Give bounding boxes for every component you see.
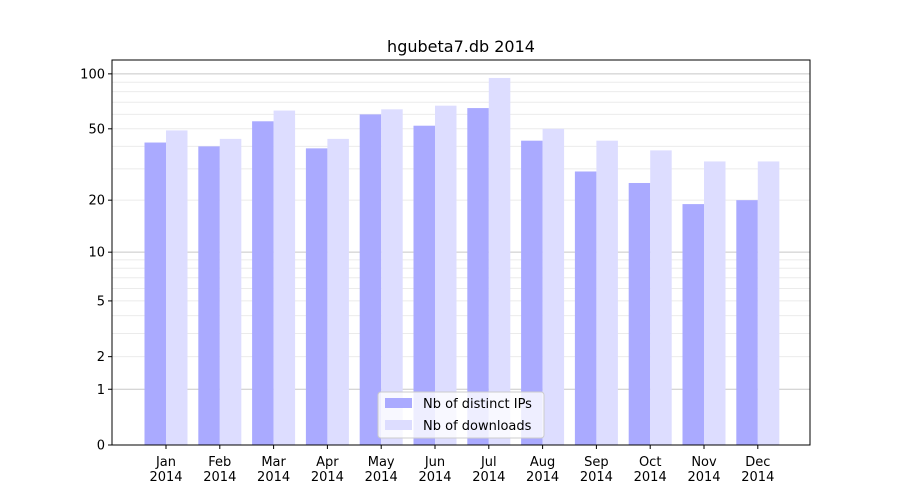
bar-downloads [596, 140, 618, 445]
x-tick-label: Feb 2014 [203, 455, 236, 485]
bar-downloads [435, 105, 457, 445]
bar-downloads [273, 110, 296, 445]
bars [144, 77, 780, 446]
y-tick-label: 0 [97, 439, 105, 454]
bar-ips [144, 142, 166, 445]
y-axis: 0 1 2 5 10 20 50 100 [80, 67, 112, 454]
bar-downloads [650, 150, 672, 445]
bar-downloads [488, 77, 511, 445]
x-tick-label: Jan 2014 [149, 455, 182, 485]
y-tick-label: 1 [97, 383, 105, 398]
legend-swatch-ips [385, 398, 412, 408]
x-tick-label: Sep 2014 [580, 455, 613, 485]
x-tick-label: Nov 2014 [687, 455, 720, 485]
chart-title: hgubeta7.db 2014 [387, 37, 535, 56]
y-tick-label: 50 [88, 122, 105, 137]
legend-label-ips: Nb of distinct IPs [423, 397, 532, 412]
y-tick-label: 10 [88, 246, 105, 261]
bar-ips [628, 182, 651, 446]
legend-box [377, 391, 545, 439]
legend-swatch-downloads [385, 420, 412, 430]
bar-downloads [219, 138, 242, 445]
bar-ips [252, 121, 274, 445]
legend: Nb of distinct IPs Nb of downloads [377, 391, 545, 439]
x-tick-label: Jun 2014 [418, 455, 451, 485]
bar-ips [521, 140, 543, 445]
bar-ips [467, 108, 489, 446]
x-tick-label: Oct 2014 [634, 455, 667, 485]
bar-downloads [704, 161, 726, 445]
bar-ips [574, 171, 597, 446]
x-tick-label: May 2014 [365, 455, 398, 485]
bar-downloads [757, 161, 780, 445]
bar-ips [305, 148, 328, 445]
y-tick-label: 5 [97, 294, 105, 309]
x-tick-label: Mar 2014 [257, 455, 290, 485]
bar-ips [413, 125, 435, 445]
y-tick-label: 100 [80, 67, 105, 82]
y-tick-label: 20 [88, 194, 105, 209]
bar-ips [198, 146, 220, 445]
x-axis: Jan 2014 Feb 2014 Mar 2014 Apr 2014 May 2014 Jun 20… [149, 445, 774, 485]
bar-downloads [166, 130, 188, 445]
bar-downloads [381, 109, 403, 446]
x-tick-label: Apr 2014 [311, 455, 344, 485]
y-tick-label: 2 [97, 350, 105, 365]
bar-ips [682, 204, 704, 445]
bar-ips [736, 200, 758, 445]
bar-downloads [542, 128, 565, 446]
legend-label-downloads: Nb of downloads [423, 419, 532, 434]
bar-downloads [327, 138, 349, 445]
bar-ips [359, 114, 382, 446]
x-tick-label: Jul 2014 [472, 455, 505, 485]
x-tick-label: Aug 2014 [526, 455, 559, 485]
x-tick-label: Dec 2014 [741, 455, 774, 485]
